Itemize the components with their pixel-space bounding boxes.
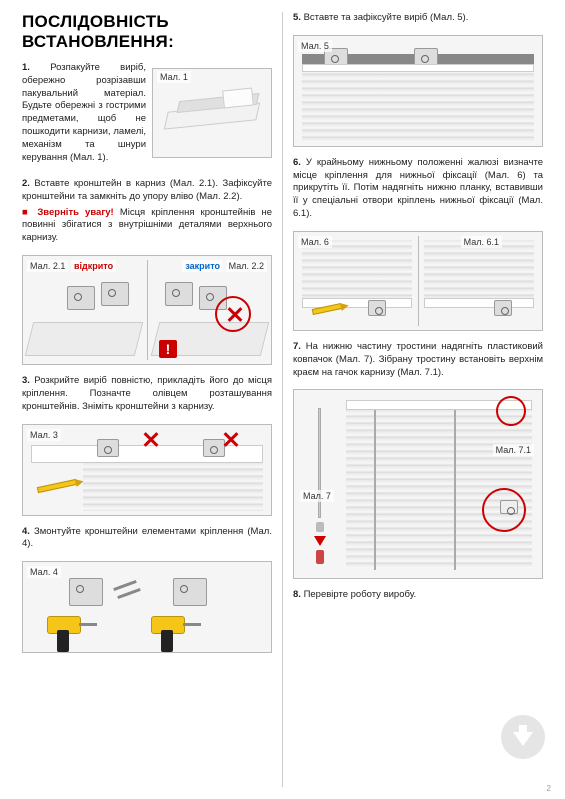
step-6: 6. У крайньому нижньому положенні жалюзі… — [293, 157, 543, 221]
step-4: 4. Змонтуйте кронштейни елементами кріпл… — [22, 526, 272, 552]
figure-5: Мал. 5 — [293, 35, 543, 147]
page-title: ПОСЛІДОВНІСТЬ ВСТАНОВЛЕННЯ: — [22, 12, 272, 52]
figure-3: Мал. 3 — [22, 424, 272, 516]
step-6-body: У крайньому нижньому положенні жалюзі ви… — [293, 157, 543, 219]
step-2-num: 2. — [22, 178, 30, 189]
column-divider — [282, 12, 283, 787]
step-1: 1. Розпакуйте виріб, обережно розрізавши… — [22, 62, 272, 168]
figure-4: Мал. 4 — [22, 561, 272, 653]
download-overlay-icon — [501, 715, 545, 759]
figure-5-label: Мал. 5 — [298, 40, 332, 52]
figure-7: Мал. 7 Мал. 7.1 — [293, 389, 543, 579]
step-7-num: 7. — [293, 341, 301, 352]
step-2-text: 2. Вставте кронштейн в карниз (Мал. 2.1)… — [22, 178, 272, 204]
step-3-num: 3. — [22, 375, 30, 386]
step-1-body: Розпакуйте виріб, обережно розрізавши па… — [22, 62, 146, 163]
left-column: ПОСЛІДОВНІСТЬ ВСТАНОВЛЕННЯ: 1. Розпакуйт… — [14, 12, 280, 787]
figure-21-label: Мал. 2.1 — [27, 260, 68, 272]
closed-label: закрито — [182, 260, 223, 272]
step-1-num: 1. — [22, 62, 30, 73]
step-8-num: 8. — [293, 589, 301, 600]
step-4-text: 4. Змонтуйте кронштейни елементами кріпл… — [22, 526, 272, 552]
figure-61-label: Мал. 6.1 — [461, 236, 502, 248]
page-number: 2 — [547, 784, 551, 793]
step-6-num: 6. — [293, 157, 301, 168]
figure-6-label: Мал. 6 — [298, 236, 332, 248]
step-5-text: 5. Вставте та зафіксуйте виріб (Мал. 5). — [293, 12, 543, 25]
step-5-body: Вставте та зафіксуйте виріб (Мал. 5). — [304, 12, 469, 23]
figure-1: Мал. 1 — [152, 68, 272, 158]
step-2: 2. Вставте кронштейн в карниз (Мал. 2.1)… — [22, 178, 272, 245]
figure-3-label: Мал. 3 — [27, 429, 61, 441]
step-3-body: Розкрийте виріб повністю, прикладіть йог… — [22, 375, 272, 412]
figure-2: Мал. 2.1 відкрито закрито Мал. 2.2 ! — [22, 255, 272, 365]
figure-4-label: Мал. 4 — [27, 566, 61, 578]
figure-22-label: Мал. 2.2 — [226, 260, 267, 272]
figure-71-label: Мал. 7.1 — [493, 444, 534, 456]
step-8-body: Перевірте роботу виробу. — [304, 589, 417, 600]
open-label: відкрито — [71, 260, 116, 272]
step-3: 3. Розкрийте виріб повністю, прикладіть … — [22, 375, 272, 413]
figure-6: Мал. 6 Мал. 6.1 — [293, 231, 543, 331]
step-8-text: 8. Перевірте роботу виробу. — [293, 589, 543, 602]
step-3-text: 3. Розкрийте виріб повністю, прикладіть … — [22, 375, 272, 413]
attention-square: ■ — [22, 207, 37, 218]
figure-2-scene: ! — [23, 256, 271, 364]
step-2-body: Вставте кронштейн в карниз (Мал. 2.1). З… — [22, 178, 272, 202]
step-8: 8. Перевірте роботу виробу. — [293, 589, 543, 602]
step-1-text: 1. Розпакуйте виріб, обережно розрізавши… — [22, 62, 146, 165]
figure-7-scene — [294, 390, 542, 578]
step-7-text: 7. На нижню частину тростини надягніть п… — [293, 341, 543, 379]
step-5: 5. Вставте та зафіксуйте виріб (Мал. 5). — [293, 12, 543, 25]
figure-5-scene — [294, 36, 542, 146]
step-5-num: 5. — [293, 12, 301, 23]
step-2-attention: ■ Зверніть увагу! Місця кріплення кроншт… — [22, 207, 272, 245]
right-column: 5. Вставте та зафіксуйте виріб (Мал. 5).… — [285, 12, 551, 787]
attention-label: Зверніть увагу! — [37, 207, 113, 218]
warning-icon: ! — [159, 340, 177, 358]
step-4-body: Змонтуйте кронштейни елементами кріпленн… — [22, 526, 272, 550]
step-6-text: 6. У крайньому нижньому положенні жалюзі… — [293, 157, 543, 221]
figure-7-label: Мал. 7 — [300, 490, 334, 502]
figure-1-label: Мал. 1 — [157, 71, 191, 83]
drill-icon — [47, 610, 97, 650]
step-7: 7. На нижню частину тростини надягніть п… — [293, 341, 543, 379]
drill-icon — [151, 610, 201, 650]
page: ПОСЛІДОВНІСТЬ ВСТАНОВЛЕННЯ: 1. Розпакуйт… — [0, 0, 565, 799]
step-4-num: 4. — [22, 526, 30, 537]
step-7-body: На нижню частину тростини надягніть плас… — [293, 341, 543, 378]
